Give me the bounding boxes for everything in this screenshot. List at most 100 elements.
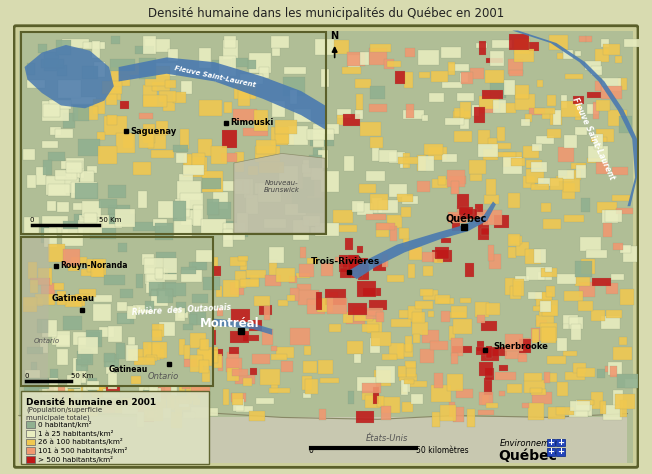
Text: +: + (557, 438, 564, 447)
Bar (27, 438, 35, 445)
Bar (389, 184, 407, 197)
Bar (321, 69, 329, 88)
Bar (83, 42, 105, 49)
Bar (510, 236, 522, 244)
Bar (417, 181, 430, 192)
Bar (31, 298, 40, 309)
Bar (578, 301, 593, 311)
Bar (353, 307, 364, 322)
Bar (98, 199, 117, 208)
Bar (571, 324, 581, 340)
Bar (140, 344, 154, 356)
Bar (223, 281, 239, 297)
FancyBboxPatch shape (14, 26, 638, 467)
Bar (183, 342, 196, 352)
Bar (289, 328, 310, 345)
Bar (177, 204, 186, 220)
Bar (577, 368, 595, 377)
Bar (202, 171, 224, 191)
Bar (183, 156, 207, 177)
Bar (202, 340, 209, 354)
Bar (178, 253, 188, 266)
Bar (252, 354, 270, 364)
Bar (558, 146, 574, 162)
Bar (547, 356, 566, 364)
Bar (272, 48, 280, 56)
Bar (453, 111, 470, 119)
Bar (65, 295, 82, 307)
Bar (181, 364, 199, 379)
Bar (31, 278, 50, 285)
Bar (106, 356, 121, 374)
Bar (152, 314, 172, 322)
Bar (52, 296, 68, 304)
Bar (357, 282, 376, 297)
Bar (207, 349, 222, 356)
Bar (456, 389, 473, 398)
Bar (145, 301, 155, 310)
Bar (387, 275, 404, 282)
Bar (304, 346, 311, 355)
Bar (133, 294, 143, 302)
Bar (451, 182, 458, 194)
Bar (192, 257, 202, 263)
Bar (361, 122, 381, 136)
Bar (21, 237, 213, 386)
Bar (75, 296, 85, 306)
Bar (530, 388, 542, 393)
Bar (275, 127, 289, 144)
Bar (33, 258, 42, 265)
Bar (276, 268, 295, 282)
Bar (526, 267, 545, 280)
Bar (565, 372, 585, 380)
Bar (541, 327, 556, 343)
Bar (74, 105, 89, 121)
Bar (428, 311, 434, 318)
Bar (110, 59, 135, 71)
Bar (167, 395, 175, 409)
Bar (155, 268, 162, 279)
Bar (145, 396, 151, 404)
Bar (370, 338, 379, 353)
Bar (151, 289, 158, 296)
Bar (235, 152, 244, 172)
Bar (449, 212, 467, 223)
Bar (327, 298, 346, 314)
Bar (83, 377, 92, 392)
Bar (549, 36, 568, 50)
Bar (46, 176, 67, 195)
Bar (176, 302, 186, 312)
Bar (129, 400, 138, 409)
Bar (483, 149, 498, 160)
Bar (190, 355, 203, 372)
Bar (230, 257, 246, 266)
Bar (348, 55, 360, 68)
Bar (556, 438, 565, 446)
Bar (42, 160, 52, 175)
Bar (625, 39, 640, 47)
Bar (164, 273, 175, 283)
Bar (271, 346, 277, 351)
Bar (199, 47, 211, 68)
Bar (556, 407, 574, 415)
Bar (500, 103, 516, 113)
Bar (417, 155, 426, 171)
Bar (235, 179, 250, 194)
Bar (577, 163, 585, 168)
Bar (63, 113, 75, 128)
Bar (420, 349, 434, 363)
Bar (27, 421, 35, 428)
Bar (38, 298, 48, 308)
Bar (293, 219, 309, 240)
Bar (276, 347, 295, 358)
Bar (80, 171, 94, 185)
Bar (533, 306, 541, 311)
Bar (265, 275, 281, 286)
Bar (460, 73, 468, 82)
Bar (452, 319, 471, 334)
Bar (572, 364, 586, 373)
Bar (156, 276, 168, 288)
Bar (370, 137, 383, 148)
Bar (55, 170, 76, 180)
Bar (147, 404, 158, 418)
